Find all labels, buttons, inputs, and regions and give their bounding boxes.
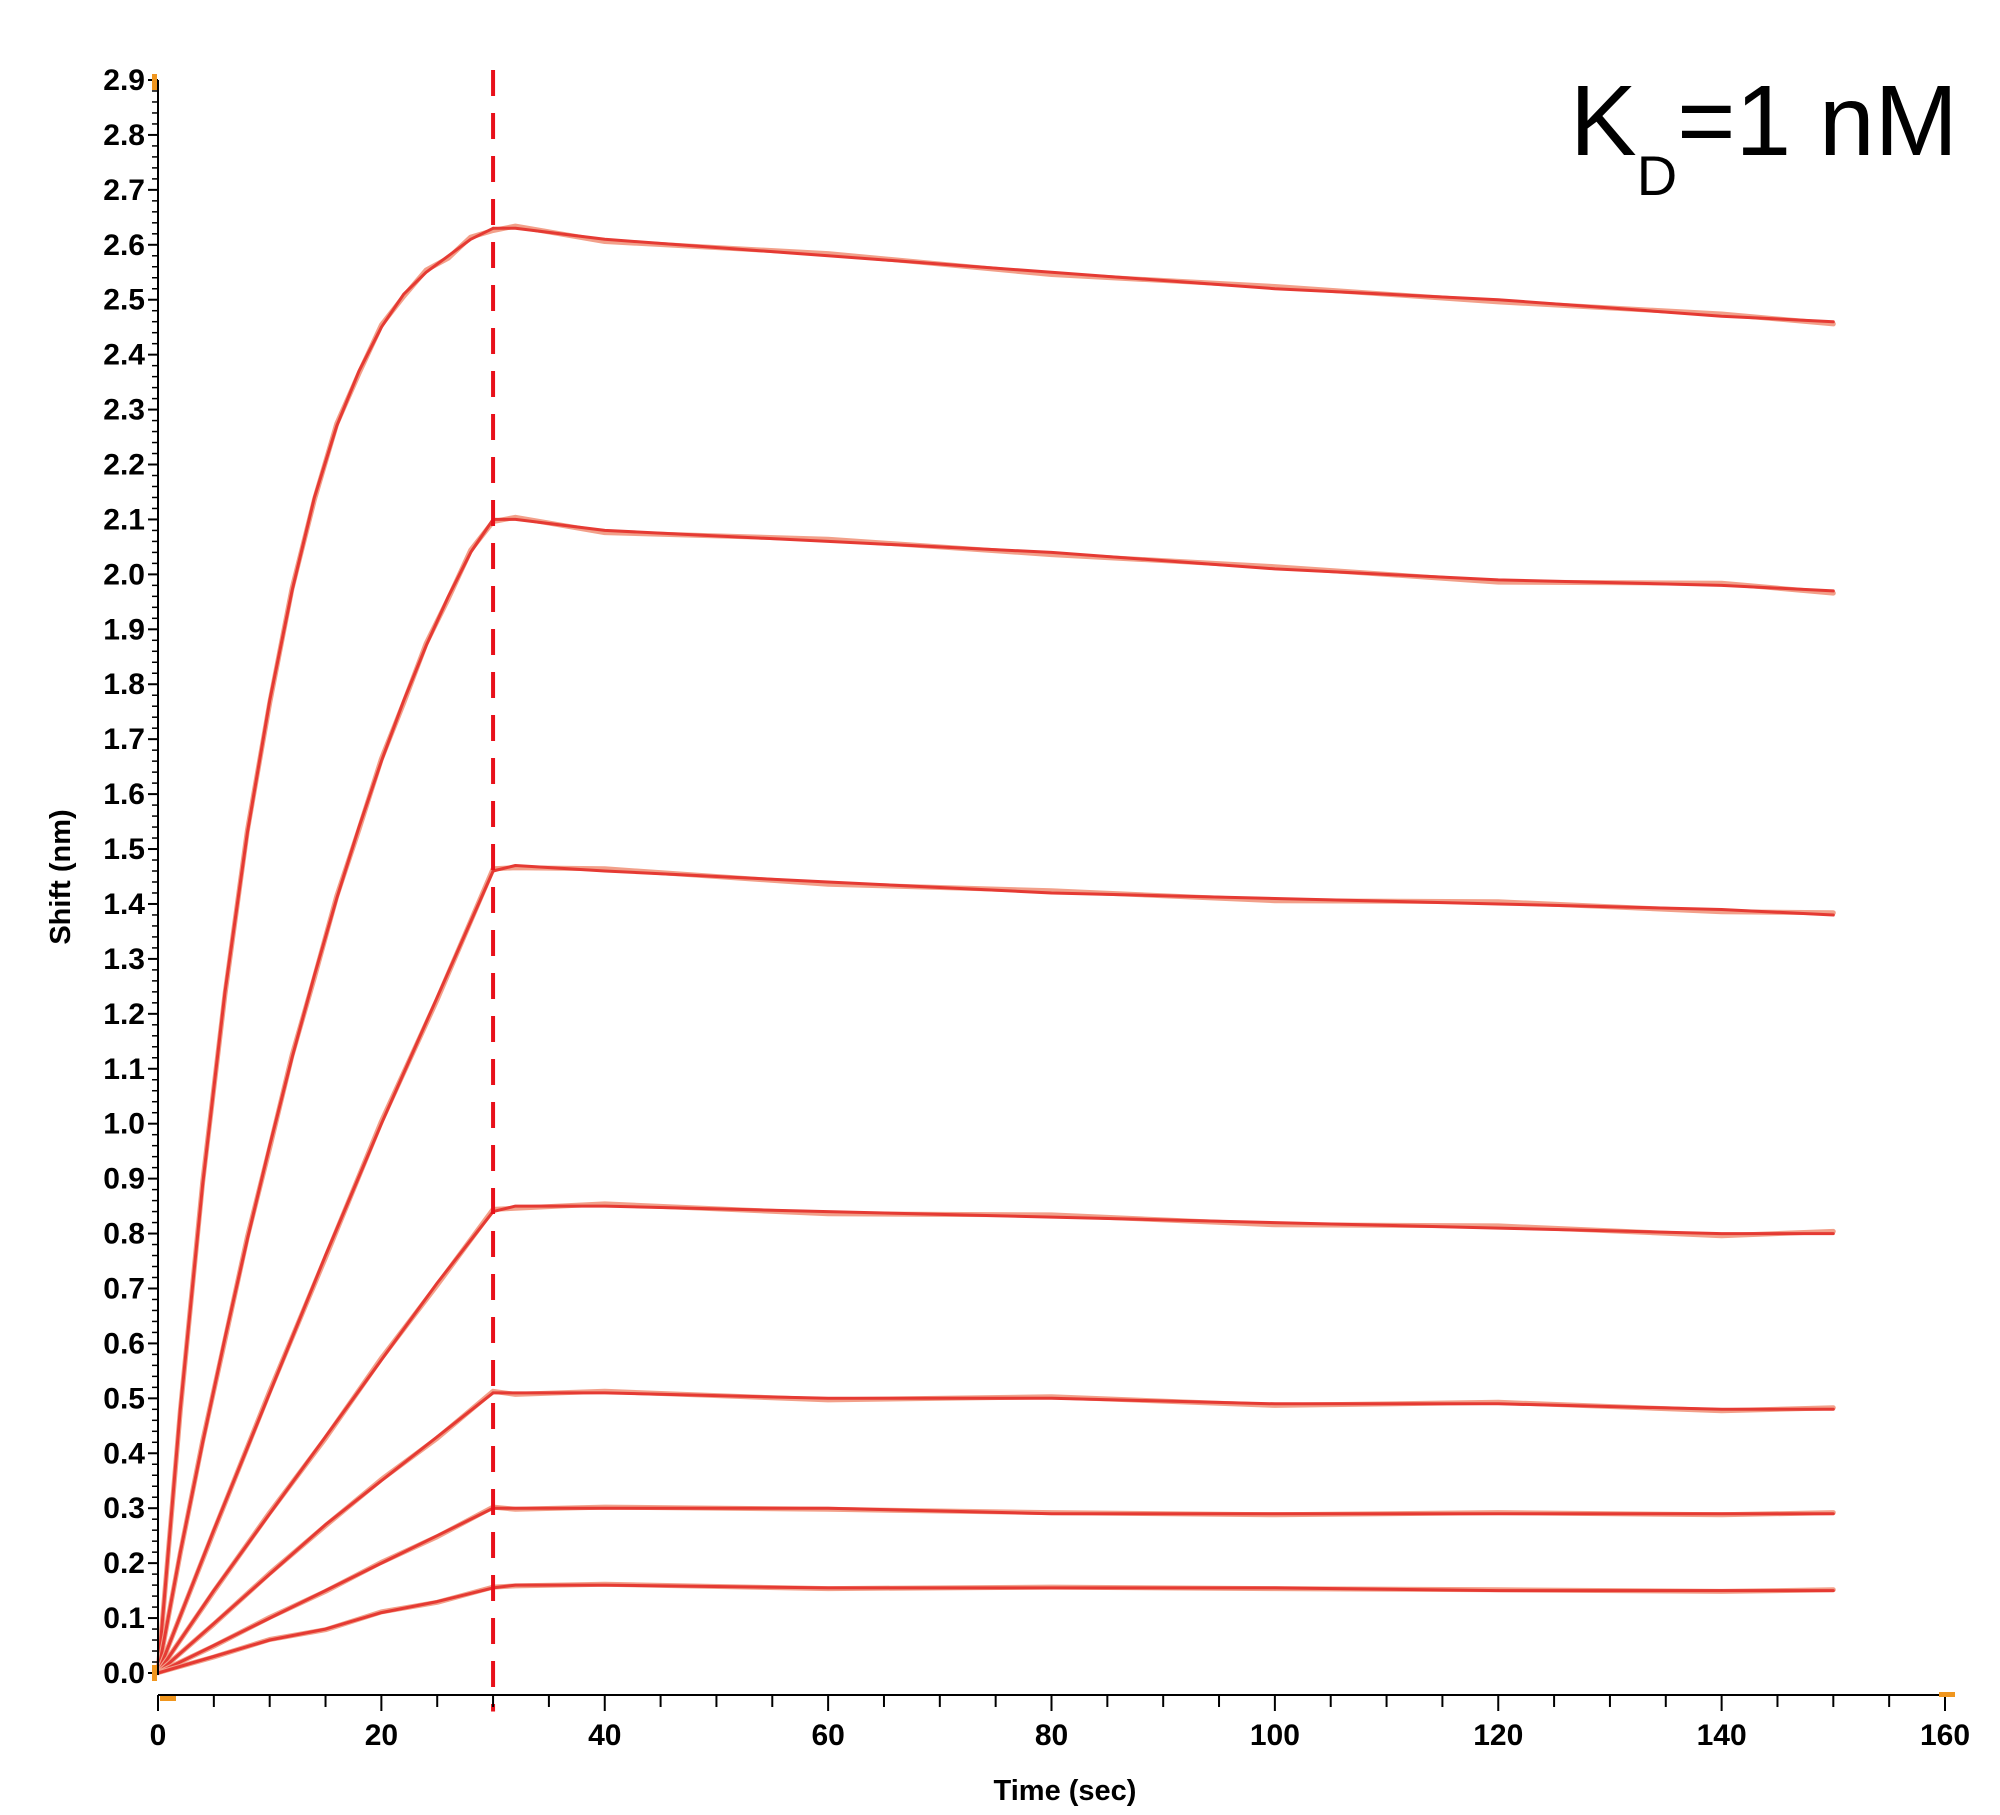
fit-dissociation-1 <box>491 226 1835 324</box>
fit-association-4 <box>156 1210 495 1675</box>
y-tick-label: 2.0 <box>103 558 145 591</box>
fit-dissociation-3 <box>491 864 1835 917</box>
fit-dissociation-6 <box>491 1506 1835 1516</box>
y-tick-label: 2.6 <box>103 229 145 262</box>
x-tick-label: 0 <box>150 1719 167 1752</box>
y-tick-label: 0.7 <box>103 1272 145 1305</box>
y-tick-label: 1.0 <box>103 1108 145 1141</box>
y-tick-label: 0.2 <box>103 1547 145 1580</box>
y-tick-label: 0.6 <box>103 1327 145 1360</box>
y-tick-label: 1.9 <box>103 613 145 646</box>
kd-annotation-subscript: D <box>1637 144 1677 207</box>
x-tick-label: 60 <box>811 1719 844 1752</box>
y-tick-label: 2.9 <box>103 64 145 97</box>
raw-trace-1 <box>155 223 1836 1676</box>
y-tick-label: 0.3 <box>103 1492 145 1525</box>
kd-annotation-k: K <box>1570 65 1637 177</box>
y-tick-label: 0.9 <box>103 1163 145 1196</box>
x-tick-label: 140 <box>1697 1719 1747 1752</box>
fit-dissociation-5 <box>491 1391 1835 1411</box>
x-tick-label: 120 <box>1473 1719 1523 1752</box>
y-tick-label: 2.8 <box>103 119 145 152</box>
x-tick-label: 20 <box>365 1719 398 1752</box>
y-tick-label: 1.4 <box>103 888 145 921</box>
y-tick-label: 1.3 <box>103 943 145 976</box>
y-tick-label: 1.5 <box>103 833 145 866</box>
axes-layer: 0.0 0.1 0.2 0.3 0.4 0.5 0.6 0.7 0.8 0.9 1.0 1.1 1.2 1… <box>103 64 1970 1752</box>
x-tick-label: 160 <box>1920 1719 1970 1752</box>
y-tick-label: 0.1 <box>103 1602 145 1635</box>
y-tick-label: 0.4 <box>103 1437 145 1470</box>
y-tick-label: 1.1 <box>103 1053 145 1086</box>
y-tick-label: 1.2 <box>103 998 145 1031</box>
fit-association-7 <box>156 1586 495 1675</box>
fit-association-1 <box>156 226 495 1675</box>
x-tick-label: 100 <box>1250 1719 1300 1752</box>
y-tick-label: 1.7 <box>103 723 145 756</box>
raw-trace-5 <box>155 1388 1836 1676</box>
y-tick-label: 2.2 <box>103 449 145 482</box>
kd-annotation: KD=1 nM <box>1570 65 1958 207</box>
raw-trace-4 <box>155 1201 1836 1676</box>
fit-dissociation-2 <box>491 517 1835 593</box>
y-tick-label: 0.8 <box>103 1218 145 1251</box>
fit-association-6 <box>156 1506 495 1675</box>
y-tick-label: 2.5 <box>103 284 145 317</box>
y-tick-label: 1.6 <box>103 778 145 811</box>
y-tick-label: 2.4 <box>103 339 145 372</box>
y-range-marker-top <box>152 74 157 90</box>
x-axis-title: Time (sec) <box>994 1775 1137 1807</box>
y-tick-label: 0.5 <box>103 1382 145 1415</box>
y-axis-title: Shift (nm) <box>45 809 77 944</box>
fit-dissociation-4 <box>491 1204 1835 1236</box>
y-tick-label: 2.7 <box>103 174 145 207</box>
fit-association-3 <box>156 869 495 1675</box>
x-tick-label: 40 <box>588 1719 621 1752</box>
plot-data-layer <box>155 223 1836 1676</box>
annotation-kd: KD=1 nM <box>1570 65 1958 207</box>
x-range-marker-right <box>1939 1692 1955 1697</box>
x-range-marker-left <box>160 1696 176 1701</box>
y-range-marker-bottom <box>152 1665 157 1681</box>
kd-annotation-value: =1 nM <box>1677 65 1958 177</box>
raw-trace-7 <box>155 1581 1836 1676</box>
y-tick-label: 1.8 <box>103 668 145 701</box>
x-tick-label: 80 <box>1035 1719 1068 1752</box>
fit-dissociation-7 <box>491 1583 1835 1593</box>
y-tick-label: 2.1 <box>103 503 145 536</box>
y-tick-label: 0.0 <box>103 1657 145 1690</box>
fit-association-2 <box>156 517 495 1675</box>
y-tick-label: 2.3 <box>103 394 145 427</box>
fit-association-5 <box>156 1391 495 1675</box>
